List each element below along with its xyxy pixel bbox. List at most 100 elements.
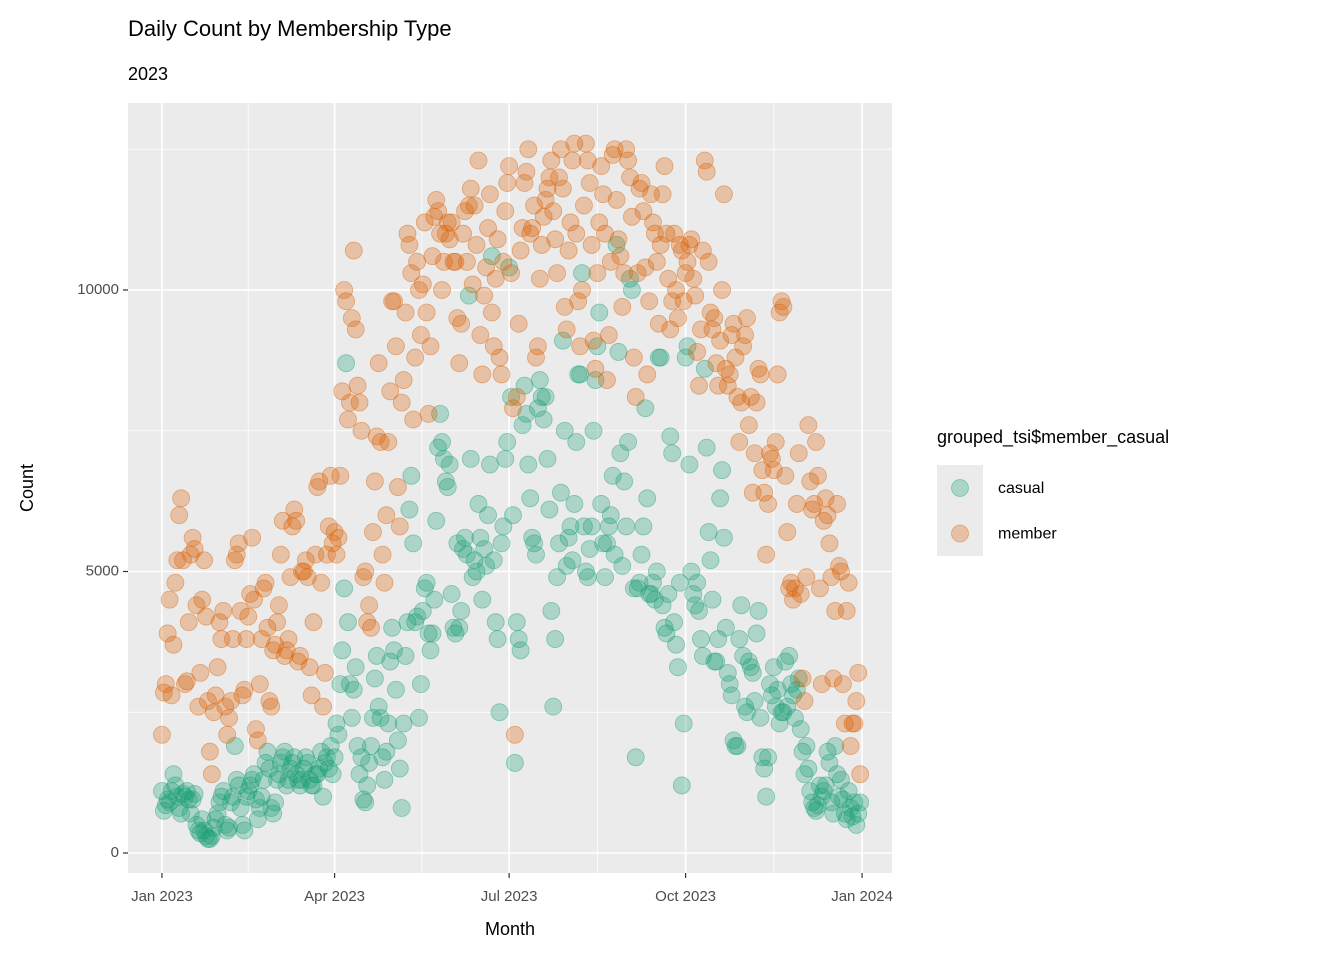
legend-label: casual (998, 480, 1044, 497)
point (764, 461, 783, 480)
point (154, 683, 173, 702)
point (388, 478, 407, 496)
point (158, 624, 177, 643)
point (206, 686, 225, 705)
point (442, 213, 461, 232)
point (599, 326, 618, 344)
point (199, 692, 217, 710)
point (273, 748, 292, 767)
point (490, 348, 509, 367)
point (367, 647, 386, 665)
point (676, 264, 695, 282)
point (360, 596, 379, 615)
point (553, 179, 572, 198)
point (433, 433, 451, 451)
point (646, 590, 664, 609)
point (406, 348, 425, 367)
point (304, 776, 323, 795)
point (260, 759, 279, 778)
point (538, 179, 557, 198)
point (412, 675, 430, 694)
point (325, 748, 344, 767)
point (795, 692, 814, 710)
point (801, 472, 820, 491)
point (390, 517, 409, 536)
point (436, 224, 455, 243)
point (787, 495, 806, 513)
point (573, 281, 591, 299)
point (402, 466, 421, 485)
point (204, 818, 223, 837)
point (243, 770, 262, 789)
point (429, 438, 448, 457)
point (628, 264, 647, 282)
chart-subtitle: 2023 (128, 64, 168, 84)
point (241, 776, 260, 795)
point (438, 478, 457, 496)
point (323, 534, 342, 553)
point (711, 331, 730, 350)
point (308, 478, 327, 496)
point (383, 292, 402, 311)
point (423, 624, 442, 643)
point (412, 326, 430, 344)
point (419, 404, 438, 423)
point (488, 230, 507, 249)
point (576, 562, 595, 581)
point (571, 337, 590, 356)
point (653, 596, 672, 615)
point (814, 511, 833, 530)
y-tick-label: 0 (111, 844, 119, 861)
point (310, 472, 329, 491)
point (293, 770, 311, 789)
point (789, 444, 808, 463)
point (465, 196, 484, 215)
point (688, 573, 707, 592)
point (379, 433, 398, 451)
point (787, 680, 806, 699)
point (454, 540, 473, 558)
point (442, 585, 461, 603)
point (753, 461, 772, 480)
point (375, 770, 394, 789)
point (354, 568, 373, 587)
point (482, 247, 501, 266)
point (197, 827, 215, 846)
point (465, 551, 484, 570)
point (770, 303, 789, 322)
point (227, 770, 246, 789)
legend-symbol (951, 479, 969, 497)
point (394, 371, 413, 389)
point (736, 697, 754, 716)
point (367, 427, 386, 446)
point (707, 652, 726, 671)
point (617, 517, 636, 536)
point (505, 754, 524, 772)
point (172, 489, 191, 508)
point (300, 658, 319, 677)
point (333, 641, 352, 660)
point (387, 337, 405, 356)
point (348, 737, 367, 755)
point (183, 790, 202, 809)
point (509, 314, 528, 333)
point (799, 416, 818, 435)
x-tick-label: Jul 2023 (481, 888, 538, 905)
point (490, 703, 509, 722)
point (325, 523, 344, 541)
point (473, 590, 492, 609)
point (352, 421, 371, 440)
point (218, 725, 237, 744)
point (722, 686, 741, 705)
point (703, 590, 722, 609)
point (291, 647, 309, 665)
point (224, 630, 242, 648)
point (736, 326, 754, 344)
point (571, 365, 590, 384)
point (406, 613, 425, 632)
point (837, 810, 856, 829)
point (565, 495, 584, 513)
point (383, 618, 402, 637)
point (486, 613, 505, 632)
point (724, 314, 743, 333)
